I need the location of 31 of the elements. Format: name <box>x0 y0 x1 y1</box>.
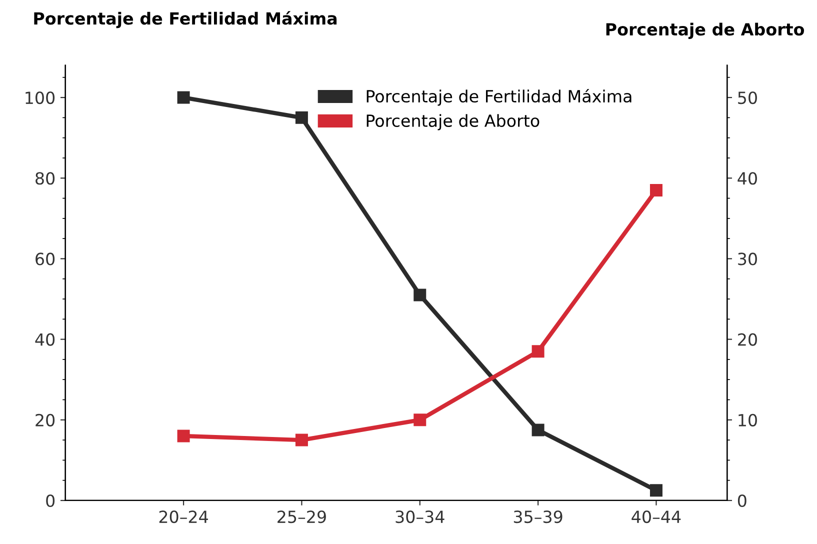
y2-axis-title: Porcentaje de Aborto <box>606 22 804 39</box>
x-tick-label: 25–29 <box>278 510 326 524</box>
point <box>177 430 190 442</box>
y-tick-label: 0 <box>46 494 55 508</box>
y-tick-label: 100 <box>26 91 55 104</box>
y-tick-label: 40 <box>35 333 55 346</box>
y2-tick-label: 50 <box>738 91 757 104</box>
x-tick-label: 20–24 <box>159 510 208 524</box>
x-tick-label: 40–44 <box>632 510 681 524</box>
y2-tick-label: 0 <box>738 494 746 508</box>
y-tick-label: 80 <box>36 172 55 185</box>
legend-label: Porcentaje de Fertilidad Máxima <box>366 88 632 106</box>
point <box>650 484 662 497</box>
y2-tick-label: 20 <box>738 333 757 346</box>
y2-tick-label: 30 <box>738 252 757 266</box>
x-tick-label: 35–39 <box>514 510 562 524</box>
y-tick-label: 20 <box>36 414 55 426</box>
y2-tick-label: 10 <box>738 414 757 426</box>
point <box>532 424 544 436</box>
legend-label: Porcentaje de Aborto <box>366 114 540 130</box>
point <box>295 434 308 446</box>
y-axis-title: Porcentaje de Fertilidad Máxima <box>34 11 337 28</box>
y-tick-label: 60 <box>36 252 55 266</box>
point <box>650 184 662 196</box>
point <box>295 111 308 124</box>
y2-tick-label: 40 <box>738 172 757 185</box>
point <box>414 288 426 302</box>
point <box>532 345 544 358</box>
point <box>177 91 190 104</box>
x-tick-label: 30–34 <box>396 510 444 524</box>
point <box>414 414 426 426</box>
